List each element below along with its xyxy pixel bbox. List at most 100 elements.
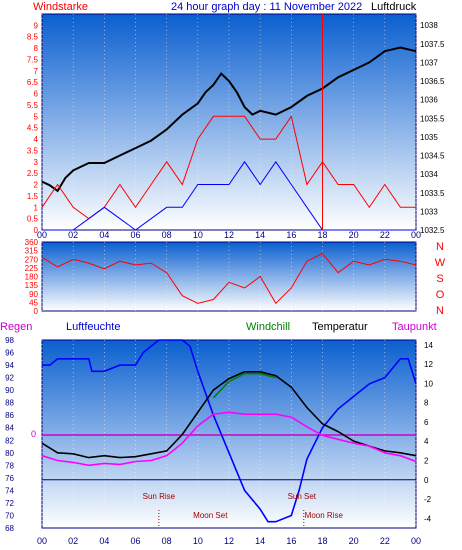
legend-taupunkt: Taupunkt (392, 321, 437, 333)
panel1-xtick: 02 (68, 230, 78, 240)
panel3-xtick: 04 (99, 536, 109, 546)
panel1-left-tick: 2 (34, 181, 39, 190)
panel1-right-tick: 1036 (420, 96, 438, 105)
panel2-plot-area (41, 241, 417, 312)
panel3-xtick: 08 (162, 536, 172, 546)
panel3-left-tick: 80 (5, 449, 14, 458)
panel3-xtick: 12 (224, 536, 234, 546)
panel3-right-tick: -2 (424, 495, 432, 504)
panel3-left-tick: 94 (5, 361, 14, 370)
panel3-left-tick: 68 (5, 524, 14, 533)
panel3-right-tick: 2 (424, 457, 429, 466)
panel3-left-tick: 96 (5, 349, 14, 358)
panel3-series-temperatur (41, 371, 417, 459)
panel3-series-taupunkt (41, 411, 417, 467)
panel2-left-tick: 180 (25, 273, 39, 282)
panel1-xtick: 18 (317, 230, 327, 240)
panel3-xtick: 14 (255, 536, 265, 546)
panel1-right-tick: 1035.5 (420, 114, 445, 123)
panel3-right-tick: -4 (424, 514, 432, 523)
panel3-series-windchill (212, 372, 276, 399)
panel1-left-tick: 4.5 (27, 124, 39, 133)
panel1-left-tick: 5.5 (27, 101, 39, 110)
panel3-right-tick: 4 (424, 437, 429, 446)
panel2-compass-letter: N (436, 241, 444, 253)
panel1-left-tick: 7 (34, 67, 39, 76)
panel3-right-tick: 10 (424, 379, 433, 388)
panel1-left-tick: 0 (34, 226, 39, 235)
panel2-series-windrichtung (41, 252, 417, 305)
panel1-xtick: 00 (37, 230, 47, 240)
panel3-left-tick: 88 (5, 399, 14, 408)
panel3-left-tick: 98 (5, 336, 14, 345)
panel3-xtick: 02 (68, 536, 78, 546)
panel1-left-tick: 8 (34, 44, 39, 53)
panel1-xtick: 22 (380, 230, 390, 240)
panel3-xtick: 00 (37, 536, 47, 546)
panel2-left-tick: 270 (25, 255, 39, 264)
panel1-left-tick: 2.5 (27, 169, 39, 178)
panel1-xtick: 00 (411, 230, 421, 240)
panel1-right-label: Luftdruck (371, 1, 417, 13)
panel1-right-tick: 1034.5 (420, 152, 445, 161)
panel1-title: 24 hour graph day : 11 November 2022 (171, 1, 362, 13)
panel1-right-tick: 1038 (420, 21, 438, 30)
legend-windchill: Windchill (246, 321, 290, 333)
panel3-left-tick: 74 (5, 486, 14, 495)
panel2-left-tick: 0 (34, 307, 39, 316)
panel1-series-luftdruck (41, 46, 417, 193)
panel1-left-tick: 1 (34, 203, 39, 212)
panel3-left-tick: 92 (5, 374, 14, 383)
panel3-xtick: 06 (130, 536, 140, 546)
panel2-left-tick: 360 (25, 238, 39, 247)
panel3-xtick: 10 (193, 536, 203, 546)
panel3-right-tick: 12 (424, 360, 433, 369)
moon-set-label: Moon Set (193, 511, 228, 520)
panel1-xtick: 04 (99, 230, 109, 240)
panel2-left-tick: 315 (25, 247, 39, 256)
panel3-left-tick: 72 (5, 499, 14, 508)
panel1-series-wind-avg- (42, 160, 416, 231)
panel1-left-tick: 6 (34, 90, 39, 99)
sun-rise-label: Sun Rise (143, 492, 176, 501)
panel2-compass-letter: O (436, 289, 445, 301)
panel2-left-tick: 225 (25, 264, 39, 273)
panel1-left-tick: 4 (34, 135, 39, 144)
panel3-xtick: 20 (349, 536, 359, 546)
panel2-compass-letter: S (436, 273, 443, 285)
panel1-left-tick: 8.5 (27, 33, 39, 42)
panel1-xtick: 16 (286, 230, 296, 240)
panel3-left-tick: 82 (5, 436, 14, 445)
panel3-right-tick: 8 (424, 399, 429, 408)
panel1-right-tick: 1033.5 (420, 189, 445, 198)
panel1-left-tick: 3.5 (27, 146, 39, 155)
legend-regen: Regen (0, 321, 32, 333)
panel1-left-tick: 5 (34, 112, 39, 121)
moon-rise-label: Moon Rise (305, 511, 344, 520)
panel1-left-tick: 7.5 (27, 55, 39, 64)
panel3-left-tick: 86 (5, 411, 14, 420)
panel3-right-tick: 6 (424, 418, 429, 427)
panel3-xtick: 22 (380, 536, 390, 546)
sun-set-label: Sun Set (288, 492, 317, 501)
panel1-xtick: 12 (224, 230, 234, 240)
panel1-xtick: 14 (255, 230, 265, 240)
panel3-right-tick: 14 (424, 341, 433, 350)
panel1-left-tick: 1.5 (27, 192, 39, 201)
panel3-left-tick: 78 (5, 461, 14, 470)
panel1-right-tick: 1035 (420, 133, 438, 142)
panel2-compass-letter: W (435, 257, 446, 269)
legend-luftfeuchte: Luftfeuchte (66, 321, 120, 333)
panel1-left-tick: 6.5 (27, 78, 39, 87)
panel3-left-tick: 76 (5, 474, 14, 483)
panel1-xtick: 20 (349, 230, 359, 240)
panel1-left-tick: 0.5 (27, 215, 39, 224)
panel3-series-luftfeuchte (42, 339, 417, 523)
legend-temperatur: Temperatur (312, 321, 368, 333)
rain-zero-marker: 0 (31, 429, 36, 439)
panel2-compass-letter: N (436, 305, 444, 317)
panel2-left-tick: 90 (29, 290, 38, 299)
panel1-left-label: Windstarke (33, 1, 88, 13)
panel2-left-tick: 135 (25, 281, 39, 290)
